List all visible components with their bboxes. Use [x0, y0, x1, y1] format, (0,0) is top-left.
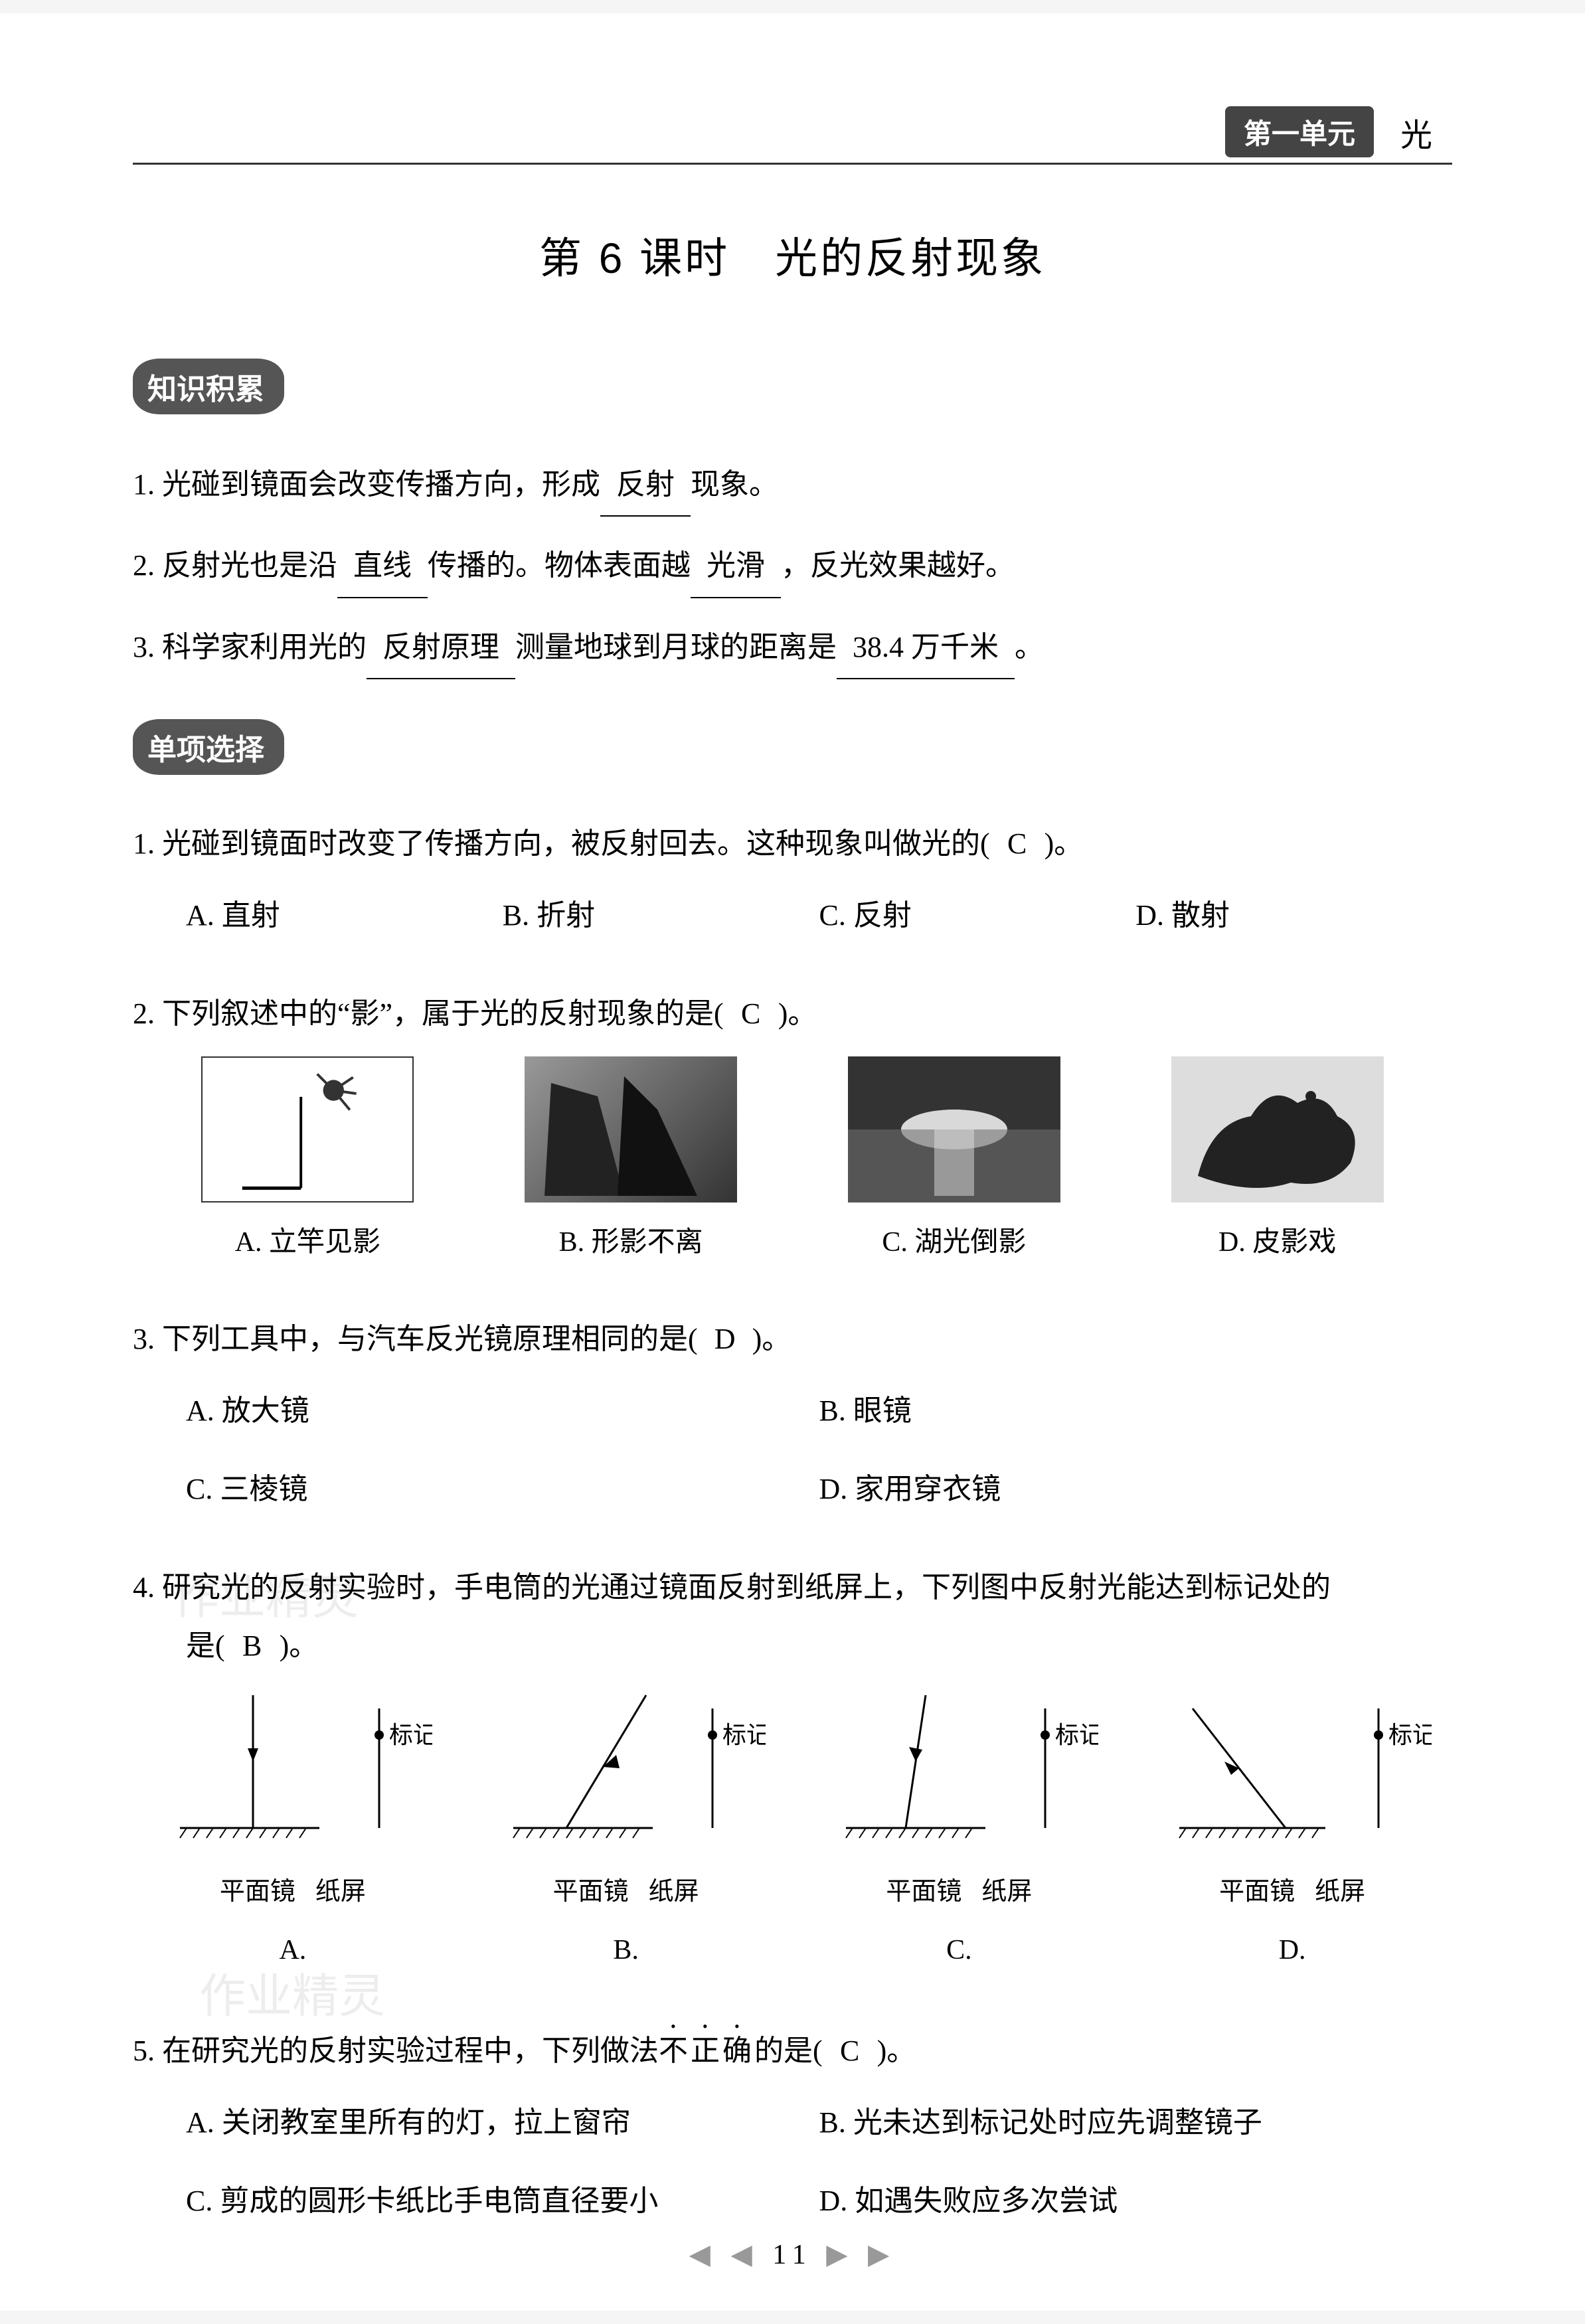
fill2-blank2: 光滑	[691, 535, 781, 598]
fill2-post: ，反光效果越好。	[781, 549, 1015, 582]
fill3-pre: 3. 科学家利用光的	[133, 631, 367, 663]
q3-opt-a: A. 放大镜	[186, 1382, 819, 1440]
q1-opt-b: B. 折射	[503, 886, 819, 945]
fill1-post: 现象。	[691, 468, 778, 501]
q4-answer: B	[232, 1617, 272, 1675]
q4b-letter: B.	[466, 1922, 786, 1978]
q4-stem-b: 是(	[186, 1629, 225, 1662]
q4a-screen: 纸屏	[315, 1867, 366, 1917]
q1-answer: C	[997, 815, 1037, 873]
q1-opt-d: D. 散射	[1135, 886, 1452, 945]
q3-stem: 3. 下列工具中，与汽车反光镜原理相同的是(	[133, 1323, 698, 1355]
q3-answer: D	[705, 1310, 745, 1369]
q4c-screen: 纸屏	[981, 1867, 1032, 1917]
q4-dg-a: 标记处 平面镜纸屏 A.	[133, 1689, 453, 1978]
fill2-pre: 2. 反射光也是沿	[133, 549, 337, 582]
q2-opt-b: B. 形影不离	[483, 1056, 780, 1270]
q4b-mirror: 平面镜	[553, 1867, 629, 1917]
section-badge-knowledge: 知识积累	[133, 359, 284, 414]
q5-opt-c: C. 剪成的圆形卡纸比手电筒直径要小	[186, 2172, 819, 2230]
mc-q4: 4. 研究光的反射实验时，手电筒的光通过镜面反射到纸屏上，下列图中反射光能达到标…	[133, 1558, 1452, 1978]
q4-dg-b: 标记处 平面镜纸屏 B.	[466, 1689, 786, 1978]
q4-dg-d: 标记处 平面镜纸屏 D.	[1132, 1689, 1452, 1978]
q2-cap-c: C. 湖光倒影	[806, 1214, 1103, 1270]
fill2-blank1: 直线	[337, 535, 428, 598]
unit-title: 光	[1400, 109, 1432, 155]
q4d-screen: 纸屏	[1315, 1867, 1365, 1917]
q4-stem-end: )。	[280, 1629, 319, 1662]
svg-text:标记处: 标记处	[1055, 1722, 1098, 1748]
q2-cap-a: A. 立竿见影	[159, 1214, 456, 1270]
fill3-blank1: 反射原理	[367, 617, 515, 679]
nav-left-icon: ◀ ◀	[689, 2240, 759, 2270]
worksheet-page: 第一单元 光 第 6 课时 光的反射现象 知识积累 1. 光碰到镜面会改变传播方…	[0, 13, 1585, 2311]
mc-q1: 1. 光碰到镜面时改变了传播方向，被反射回去。这种现象叫做光的( C )。 A.…	[133, 815, 1452, 945]
q4a-mirror: 平面镜	[220, 1867, 295, 1917]
thumb-d-shadowplay	[1171, 1056, 1384, 1203]
fill1-blank: 反射	[600, 454, 691, 517]
q4c-letter: C.	[799, 1922, 1120, 1978]
q5-stem-dot: 不正确	[659, 2034, 754, 2067]
q1-stem: 1. 光碰到镜面时改变了传播方向，被反射回去。这种现象叫做光的(	[133, 827, 990, 860]
svg-text:标记处: 标记处	[1388, 1722, 1432, 1748]
fill3-post: 。	[1015, 631, 1044, 663]
mc-q2: 2. 下列叙述中的“影”，属于光的反射现象的是( C )。 A. 立竿见影	[133, 985, 1452, 1270]
q4-diagrams: 标记处 平面镜纸屏 A. 标记处	[133, 1675, 1452, 1978]
fill3-mid: 测量地球到月球的距离是	[515, 631, 837, 663]
q4d-letter: D.	[1132, 1922, 1452, 1978]
q3-opt-d: D. 家用穿衣镜	[819, 1460, 1453, 1519]
fill1-pre: 1. 光碰到镜面会改变传播方向，形成	[133, 468, 600, 501]
unit-badge: 第一单元	[1225, 106, 1374, 157]
q4d-mirror: 平面镜	[1219, 1867, 1295, 1917]
q4-stem-a: 4. 研究光的反射实验时，手电筒的光通过镜面反射到纸屏上，下列图中反射光能达到标…	[133, 1558, 1452, 1617]
q1-opt-c: C. 反射	[819, 886, 1136, 945]
q2-cap-d: D. 皮影戏	[1129, 1214, 1426, 1270]
thumb-a-sundial	[201, 1056, 414, 1203]
q4b-screen: 纸屏	[649, 1867, 699, 1917]
q5-answer: C	[830, 2022, 870, 2080]
q2-opt-d: D. 皮影戏	[1129, 1056, 1426, 1270]
q2-opt-c: C. 湖光倒影	[806, 1056, 1103, 1270]
nav-right-icon: ▶ ▶	[826, 2240, 896, 2270]
q3-options: A. 放大镜 B. 眼镜 C. 三棱镜 D. 家用穿衣镜	[133, 1382, 1452, 1519]
q5-stem-pre: 5. 在研究光的反射实验过程中，下列做法	[133, 2034, 659, 2067]
fill2-mid: 传播的。物体表面越	[428, 549, 691, 582]
q2-stem-end: )。	[778, 997, 817, 1030]
mc-q3: 3. 下列工具中，与汽车反光镜原理相同的是( D )。 A. 放大镜 B. 眼镜…	[133, 1310, 1452, 1519]
q5-stem-end: )。	[877, 2034, 916, 2067]
q2-opt-a: A. 立竿见影	[159, 1056, 456, 1270]
q5-opt-b: B. 光未达到标记处时应先调整镜子	[819, 2094, 1453, 2152]
q2-stem: 2. 下列叙述中的“影”，属于光的反射现象的是(	[133, 997, 724, 1030]
q4-dg-c: 标记处 平面镜纸屏 C.	[799, 1689, 1120, 1978]
svg-text:标记处: 标记处	[722, 1722, 766, 1748]
q2-image-options: A. 立竿见影 B. 形影不离	[133, 1043, 1452, 1270]
section-badge-mc: 单项选择	[133, 719, 284, 775]
q4a-letter: A.	[133, 1922, 453, 1978]
q3-stem-end: )。	[752, 1323, 792, 1355]
page-header: 第一单元 光	[133, 106, 1452, 165]
q5-stem-post: 的是(	[754, 2034, 823, 2067]
q2-cap-b: B. 形影不离	[483, 1214, 780, 1270]
q5-opt-d: D. 如遇失败应多次尝试	[819, 2172, 1453, 2230]
q1-options: A. 直射 B. 折射 C. 反射 D. 散射	[133, 886, 1452, 945]
fill3-blank2: 38.4 万千米	[837, 617, 1015, 679]
mc-q5: 5. 在研究光的反射实验过程中，下列做法不正确的是( C )。 A. 关闭教室里…	[133, 2018, 1452, 2230]
q3-opt-b: B. 眼镜	[819, 1382, 1453, 1440]
fill-blank-1: 1. 光碰到镜面会改变传播方向，形成反射现象。 2. 反射光也是沿直线传播的。物…	[133, 454, 1452, 679]
q3-opt-c: C. 三棱镜	[186, 1460, 819, 1519]
lesson-title: 第 6 课时 光的反射现象	[133, 224, 1452, 286]
thumb-c-lake	[848, 1056, 1060, 1203]
q4c-mirror: 平面镜	[886, 1867, 961, 1917]
svg-text:标记处: 标记处	[389, 1722, 432, 1748]
page-number-value: 11	[772, 2240, 812, 2270]
q1-opt-a: A. 直射	[186, 886, 503, 945]
q1-stem-end: )。	[1044, 827, 1084, 860]
q5-opt-a: A. 关闭教室里所有的灯，拉上窗帘	[186, 2094, 819, 2152]
page-number: ◀ ◀ 11 ▶ ▶	[0, 2238, 1585, 2271]
q5-options: A. 关闭教室里所有的灯，拉上窗帘 B. 光未达到标记处时应先调整镜子 C. 剪…	[133, 2094, 1452, 2230]
thumb-b-shadow	[525, 1056, 737, 1203]
q2-answer: C	[731, 985, 771, 1043]
